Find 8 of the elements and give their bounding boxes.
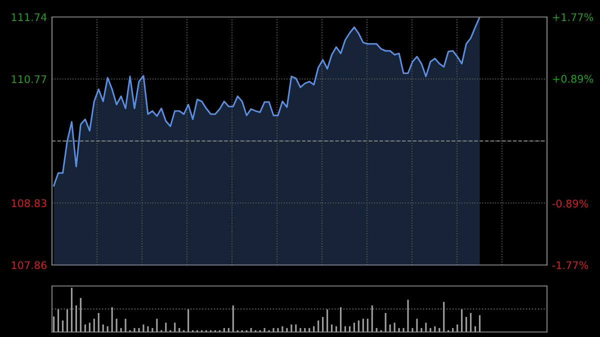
y-tick-label: 111.74 bbox=[12, 13, 47, 21]
y-tick-label: 107.86 bbox=[12, 261, 46, 270]
y-tick-label: 108.83 bbox=[12, 199, 46, 208]
y2-tick-label: -1.77% bbox=[552, 261, 588, 270]
y-tick-label: 110.77 bbox=[12, 75, 46, 84]
y2-tick-label: -0.89% bbox=[552, 200, 588, 208]
y2-tick-label: +0.89% bbox=[552, 74, 594, 83]
y2-tick-label: +1.77% bbox=[552, 13, 594, 22]
